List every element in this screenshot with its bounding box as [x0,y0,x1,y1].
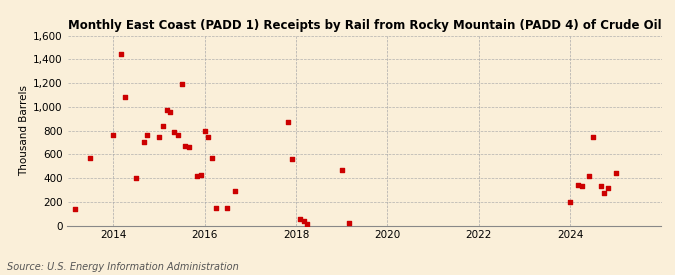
Point [70,207,81,211]
Point [165,109,176,114]
Point [119,95,130,100]
Point [230,188,240,193]
Point [576,184,587,189]
Point [610,171,621,175]
Text: Source: U.S. Energy Information Administration: Source: U.S. Energy Information Administ… [7,262,238,272]
Point [287,157,298,161]
Point [157,124,168,128]
Point [115,51,126,56]
Point [202,134,213,139]
Point [108,133,119,138]
Point [584,174,595,178]
Point [169,130,180,134]
Point [587,134,598,139]
Point [603,185,614,190]
Point [180,144,191,148]
Point [298,219,309,224]
Y-axis label: Thousand Barrels: Thousand Barrels [19,85,29,176]
Point [599,191,610,196]
Point [294,217,305,221]
Point [85,156,96,160]
Point [222,206,233,210]
Point [211,205,221,210]
Point [199,128,210,133]
Point [142,133,153,138]
Point [572,182,583,187]
Point [138,140,149,145]
Point [336,168,347,172]
Point [283,120,294,125]
Point [184,145,195,149]
Point [161,108,172,113]
Point [196,172,207,177]
Point [344,221,355,225]
Point [173,133,184,138]
Point [565,200,576,205]
Point [595,184,606,188]
Point [176,82,187,87]
Point [192,174,202,178]
Point [131,176,142,180]
Point [207,156,218,161]
Point [302,222,313,227]
Point [153,134,164,139]
Text: Monthly East Coast (PADD 1) Receipts by Rail from Rocky Mountain (PADD 4) of Cru: Monthly East Coast (PADD 1) Receipts by … [68,19,661,32]
